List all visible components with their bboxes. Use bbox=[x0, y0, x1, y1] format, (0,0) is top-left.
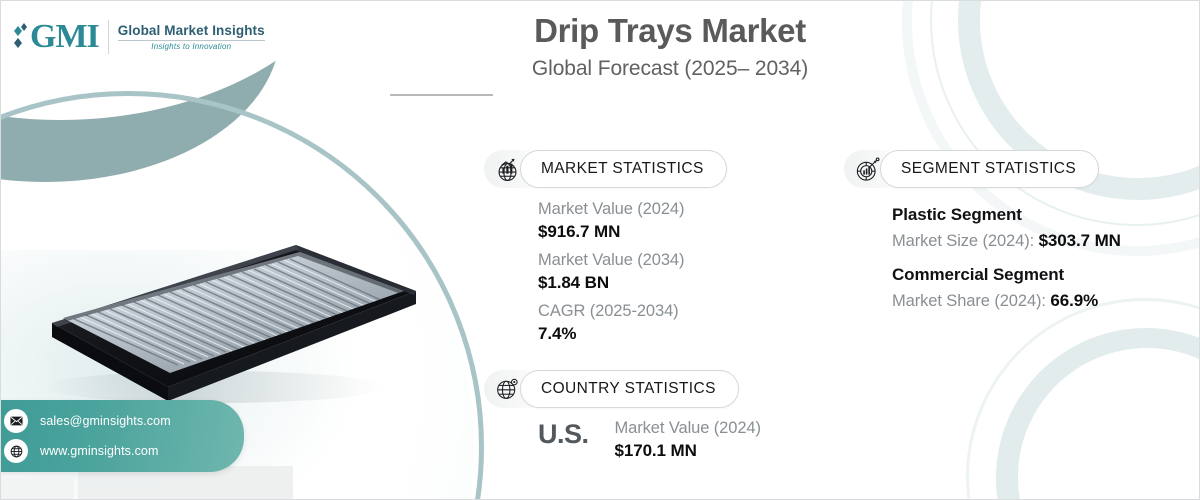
market-statistics-label: MARKET STATISTICS bbox=[541, 160, 704, 177]
page-subtitle: Global Forecast (2025– 2034) bbox=[531, 56, 809, 80]
market-stat-label: CAGR (2025-2034) bbox=[538, 301, 679, 320]
title-block: Drip Trays Market Global Forecast (2025–… bbox=[390, 12, 950, 96]
market-stat-value: 7.4% bbox=[538, 324, 577, 344]
country-stat-value: $170.1 MN bbox=[614, 441, 697, 461]
segment-statistics-pill: SEGMENT STATISTICS bbox=[880, 150, 1100, 188]
diamond-cluster-icon bbox=[14, 23, 27, 48]
segment-metric-label: Market Share (2024): bbox=[892, 291, 1051, 310]
country-stat-group: Market Value (2024) $170.1 MN bbox=[615, 418, 761, 464]
segment-statistics-body: Plastic Segment Market Size (2024): $303… bbox=[892, 202, 1121, 323]
market-stat-row: Market Value (2024) $916.7 MN bbox=[538, 198, 684, 245]
country-statistics-pill: COUNTRY STATISTICS bbox=[520, 370, 739, 408]
country-code: U.S. bbox=[538, 419, 589, 449]
contact-bar: sales@gminsights.com www.gminsights.com bbox=[0, 400, 244, 472]
page-title: Drip Trays Market bbox=[534, 12, 806, 49]
market-stat-label: Market Value (2024) bbox=[538, 200, 685, 218]
segment-name: Plastic Segment bbox=[892, 205, 1022, 224]
bottom-left-grey-block-small bbox=[0, 478, 74, 500]
market-statistics-header: MARKET STATISTICS bbox=[484, 150, 727, 188]
gmi-wordmark: GMI bbox=[30, 18, 100, 55]
segment-statistics-label: SEGMENT STATISTICS bbox=[901, 160, 1077, 177]
market-statistics-pill: MARKET STATISTICS bbox=[520, 150, 727, 188]
brand-name: Global Market Insights bbox=[117, 23, 265, 38]
brand-tagline: Insights to Innovation bbox=[151, 42, 232, 51]
bottom-right-arc-cutout bbox=[1018, 348, 1200, 500]
envelope-icon bbox=[4, 409, 28, 433]
contact-website-row[interactable]: www.gminsights.com bbox=[4, 439, 234, 463]
segment-name: Commercial Segment bbox=[892, 265, 1065, 285]
segment-metric-row: Market Share (2024): 66.9% bbox=[892, 288, 1121, 314]
drip-tray-product-image bbox=[0, 215, 440, 415]
country-statistics-label: COUNTRY STATISTICS bbox=[541, 380, 716, 397]
segment-metric-value: $303.7 MN bbox=[1038, 230, 1121, 250]
market-statistics-body: Market Value (2024) $916.7 MN Market Val… bbox=[538, 198, 684, 351]
contact-email-row[interactable]: sales@gminsights.com bbox=[4, 409, 234, 433]
market-stat-label: Market Value (2034) bbox=[538, 250, 685, 269]
bottom-right-arc-fill bbox=[996, 328, 1200, 500]
top-right-arc-ring bbox=[930, 0, 1200, 226]
contact-email[interactable]: sales@gminsights.com bbox=[40, 414, 171, 428]
gmi-logo-mark: GMI bbox=[14, 18, 100, 55]
segment-statistics-header: SEGMENT STATISTICS bbox=[844, 150, 1100, 188]
globe-icon bbox=[4, 439, 28, 463]
globe-pin-icon bbox=[484, 370, 530, 408]
bottom-right-arc-ring bbox=[966, 298, 1200, 500]
country-statistics-header: COUNTRY STATISTICS bbox=[484, 370, 739, 408]
segment-metric-value: 66.9% bbox=[1050, 290, 1099, 310]
country-stat-label: Market Value (2024) bbox=[614, 419, 761, 437]
gmi-logo[interactable]: GMI Global Market Insights Insights to I… bbox=[14, 20, 265, 54]
contact-website[interactable]: www.gminsights.com bbox=[40, 444, 159, 458]
country-statistics-body: U.S. Market Value (2024) $170.1 MN bbox=[538, 418, 761, 464]
title-underline bbox=[390, 93, 493, 96]
market-stat-row: CAGR (2025-2034) 7.4% bbox=[538, 300, 684, 347]
market-stat-row: Market Value (2034) $1.84 BN bbox=[538, 249, 684, 296]
segment-metric-label: Market Size (2024): bbox=[892, 231, 1039, 250]
market-stat-value: $1.84 BN bbox=[538, 273, 610, 293]
segment-metric-row: Market Size (2024): $303.7 MN bbox=[892, 228, 1121, 254]
market-stat-value: $916.7 MN bbox=[538, 222, 621, 242]
logo-rule bbox=[117, 40, 265, 41]
logo-divider bbox=[107, 20, 109, 54]
